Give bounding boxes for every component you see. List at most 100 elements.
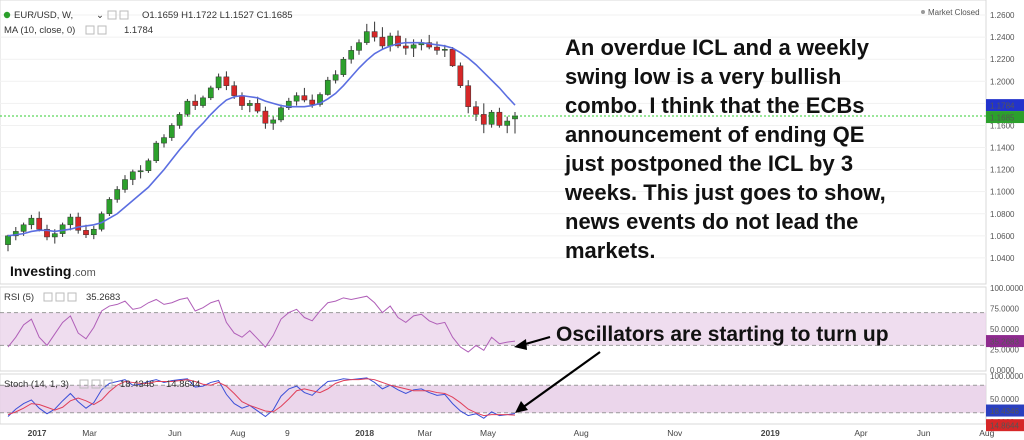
candle-body — [270, 119, 277, 124]
x-tick-label: 2018 — [355, 428, 374, 438]
stoch-visibility-icon[interactable] — [91, 379, 101, 389]
stoch-settings-icon[interactable] — [79, 379, 89, 389]
chevron-down-icon[interactable]: ⌄ — [96, 10, 104, 21]
rsi-line — [7, 295, 516, 353]
stoch-label: Stoch (14, 1, 3) — [4, 379, 69, 390]
price-tick-label: 1.0600 — [990, 232, 1015, 241]
last-price-tag: 1.1685 — [990, 114, 1015, 123]
candle-body — [20, 224, 27, 232]
candle-body — [28, 217, 35, 226]
candle-body — [36, 217, 43, 230]
candle-body — [317, 94, 323, 105]
candle-body — [387, 35, 394, 47]
symbol-label: EUR/USD, W, — [14, 10, 73, 21]
candle-body — [465, 85, 472, 107]
price-tick-label: 1.1000 — [990, 188, 1015, 197]
stoch-k-value: 18.4346 — [120, 379, 154, 390]
price-tick-label: 1.0800 — [990, 210, 1015, 219]
candle-body — [278, 107, 284, 121]
visibility-icon[interactable] — [119, 10, 129, 20]
candle-body — [59, 224, 66, 234]
arrow-stoch — [521, 351, 601, 409]
candle-body — [67, 216, 74, 226]
ma-label: MA (10, close, 0) — [4, 25, 75, 36]
logo-suffix: .com — [72, 267, 96, 279]
price-tick-label: 1.1600 — [990, 121, 1015, 130]
ma-settings-icon[interactable] — [85, 25, 95, 35]
stoch-d-line — [7, 378, 516, 417]
candle-body — [363, 31, 370, 43]
price-tick-label: 1.2600 — [990, 11, 1015, 20]
ma-value: 1.1784 — [124, 25, 153, 36]
ma-visibility-icon[interactable] — [97, 25, 107, 35]
candle-body — [176, 114, 183, 126]
y-axis-labels: 1.26001.24001.22001.20001.18001.16001.14… — [986, 11, 1024, 432]
candle-body — [371, 31, 378, 38]
candle-body — [51, 233, 58, 238]
indicator-lines — [7, 41, 516, 419]
rsi-band — [0, 312, 986, 346]
annotation-main: An overdue ICL and a weekly swing low is… — [564, 35, 886, 263]
candle-body — [122, 179, 128, 190]
rsi-settings-icon[interactable] — [43, 292, 53, 302]
stoch-close-icon[interactable] — [103, 379, 113, 389]
candle-body — [145, 160, 152, 171]
candle-body — [379, 36, 386, 47]
stoch-tick-label: 100.0000 — [990, 372, 1024, 381]
candle-body — [223, 76, 230, 86]
candle-body — [512, 115, 518, 120]
x-tick-label: Mar — [418, 428, 433, 438]
candle-body — [457, 65, 464, 86]
candle-body — [184, 100, 191, 115]
candle-body — [168, 125, 175, 138]
candle-body — [231, 85, 238, 96]
annotation-line: markets. — [565, 238, 656, 263]
settings-icon[interactable] — [107, 10, 117, 20]
ma-line — [7, 41, 516, 237]
rsi-label: RSI (5) — [4, 292, 34, 303]
candle-body — [285, 100, 292, 109]
candle-body — [161, 137, 167, 144]
x-axis-labels: 2017 Mar Jun Aug 9 2018 Mar May Aug Nov 2019 Apr Jun… — [28, 428, 995, 438]
x-tick-label: Jun — [917, 428, 931, 438]
header-toolbar: EUR/USD, W, ⌄ O1.1659 H1.1722 L1.1527 C1… — [3, 8, 980, 36]
rsi-tick-label: 25.0000 — [990, 346, 1019, 355]
x-tick-label: Jun — [168, 428, 182, 438]
candle-body — [246, 103, 253, 106]
ohlc-values: O1.1659 H1.1722 L1.1527 C1.1685 — [142, 10, 293, 21]
oscillators-annotation: Oscillators are starting to turn up — [556, 323, 889, 346]
rsi-tick-label: 0.0000 — [990, 366, 1015, 375]
candle-body — [5, 235, 11, 245]
rsi-visibility-icon[interactable] — [55, 292, 65, 302]
candle-body — [192, 100, 199, 106]
market-status: Market Closed — [928, 8, 980, 17]
rsi-close-icon[interactable] — [67, 292, 77, 302]
candle-body — [434, 46, 440, 51]
candle-body — [44, 228, 50, 238]
x-tick-label: Apr — [854, 428, 867, 438]
price-tick-label: 1.0400 — [990, 254, 1015, 263]
candle-body — [83, 230, 89, 235]
annotation-line: just postponed the ICL by 3 — [564, 151, 853, 176]
x-tick-label: Aug — [574, 428, 589, 438]
candle-body — [348, 50, 355, 60]
x-tick-label: Nov — [667, 428, 683, 438]
arrow-rsi — [521, 335, 551, 347]
annotation-line: An overdue ICL and a weekly — [565, 35, 870, 60]
last-price-tag-bg — [986, 111, 1024, 124]
candle-body — [332, 74, 339, 81]
candle-body — [309, 99, 316, 105]
candle-body — [480, 114, 487, 125]
x-tick-label: 2019 — [761, 428, 780, 438]
price-tick-label: 1.2400 — [990, 33, 1015, 42]
ma-value-tag-bg — [986, 99, 1024, 112]
candle-body — [356, 42, 362, 51]
candle-body — [449, 49, 456, 67]
rsi-tick-label: 75.0000 — [990, 305, 1019, 314]
investing-logo: Investing .com — [10, 263, 96, 279]
candle-body — [402, 45, 409, 49]
logo-text: Investing — [10, 263, 71, 279]
arrowhead-stoch-icon — [515, 401, 528, 413]
candle-body — [410, 44, 417, 49]
